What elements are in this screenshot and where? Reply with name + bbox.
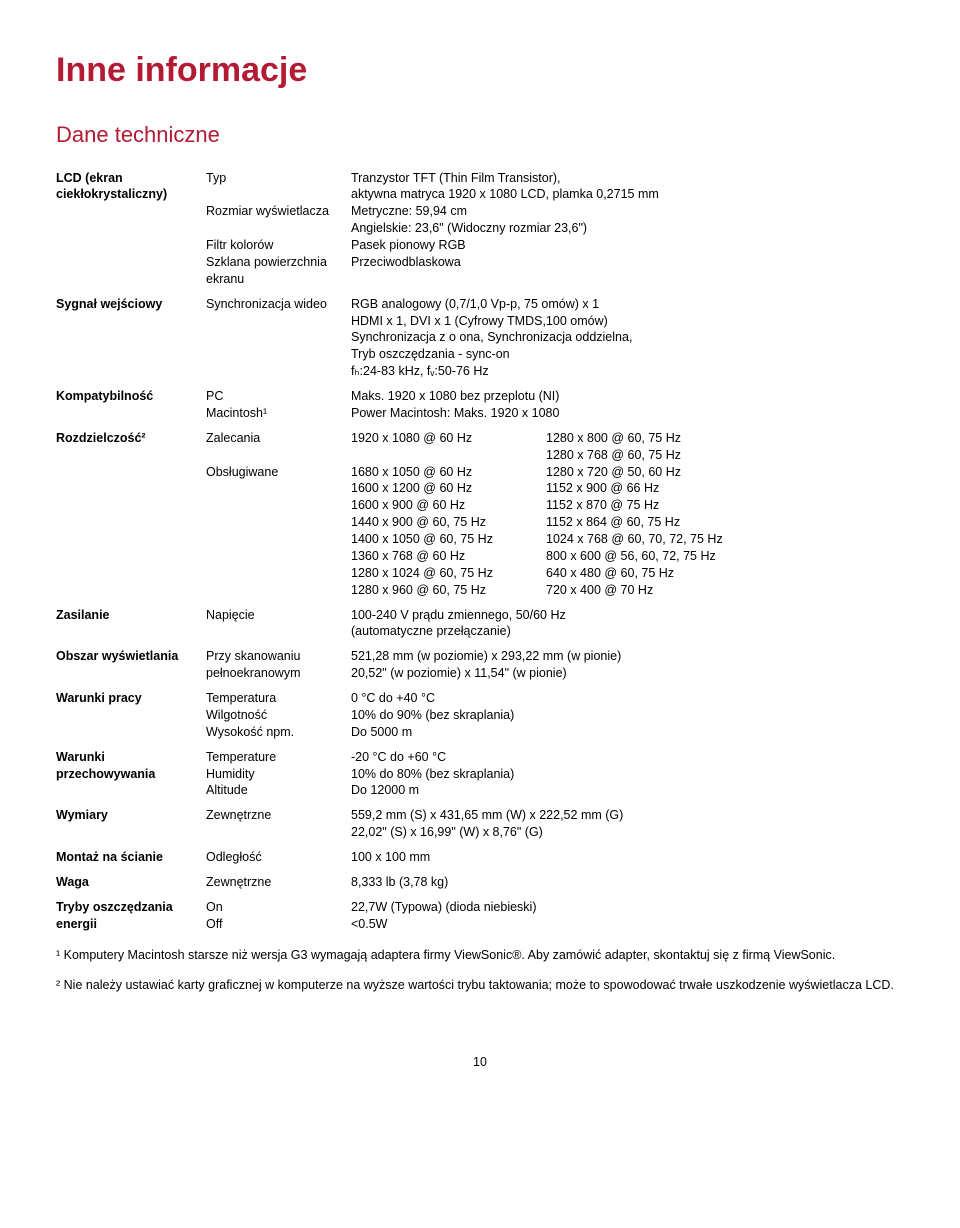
spec-row: Warunki pracyTemperatura0 °C do +40 °CWi… [56,690,904,741]
resolution-value [351,447,546,464]
resolution-value: 720 x 400 @ 70 Hz [546,582,904,599]
page-number: 10 [56,1054,904,1071]
resolution-value: 1024 x 768 @ 60, 70, 72, 75 Hz [546,531,904,548]
spec-key: PC [206,388,351,405]
spec-key: Rozmiar wyświetlacza [206,203,351,220]
spec-value: 22,7W (Typowa) (dioda niebieski) [351,899,904,916]
spec-row: LCD (ekran ciekłokrystaliczny)TypTranzys… [56,170,904,288]
spec-row: WymiaryZewnętrzne559,2 mm (S) x 431,65 m… [56,807,904,841]
spec-key: Zewnętrzne [206,874,351,891]
spec-category: Tryby oszczędzania energii [56,899,206,933]
resolution-value: 1280 x 960 @ 60, 75 Hz [351,582,546,599]
resolution-value: 1400 x 1050 @ 60, 75 Hz [351,531,546,548]
spec-value: -20 °C do +60 °C [351,749,904,766]
spec-category: LCD (ekran ciekłokrystaliczny) [56,170,206,204]
resolution-value: 1152 x 870 @ 75 Hz [546,497,904,514]
footnote-1: ¹ Komputery Macintosh starsze niż wersja… [56,947,904,964]
spec-key: Synchronizacja wideo [206,296,351,313]
spec-key: Napięcie [206,607,351,624]
resolution-value: 1280 x 768 @ 60, 75 Hz [546,447,904,464]
spec-value: 100 x 100 mm [351,849,904,866]
spec-value: Tranzystor TFT (Thin Film Transistor), a… [351,170,904,204]
spec-value: 100-240 V prądu zmiennego, 50/60 Hz (aut… [351,607,904,641]
spec-value: Metryczne: 59,94 cm Angielskie: 23,6" (W… [351,203,904,237]
spec-value: 521,28 mm (w poziomie) x 293,22 mm (w pi… [351,648,904,682]
spec-category: Sygnał wejściowy [56,296,206,313]
resolution-value: 1152 x 864 @ 60, 75 Hz [546,514,904,531]
resolution-value: 1920 x 1080 @ 60 Hz [351,430,546,447]
spec-value: Do 5000 m [351,724,904,741]
resolution-value: 1680 x 1050 @ 60 Hz [351,464,546,481]
spec-row: WagaZewnętrzne8,333 lb (3,78 kg) [56,874,904,891]
spec-category: Zasilanie [56,607,206,624]
spec-row: Sygnał wejściowySynchronizacja wideoRGB … [56,296,904,380]
spec-row: Tryby oszczędzania energiiOn22,7W (Typow… [56,899,904,933]
resolution-value: 800 x 600 @ 56, 60, 72, 75 Hz [546,548,904,565]
spec-category: Waga [56,874,206,891]
spec-value: RGB analogowy (0,7/1,0 Vp-p, 75 omów) x … [351,296,904,380]
resolution-value: 1280 x 720 @ 50, 60 Hz [546,464,904,481]
spec-value: Power Macintosh: Maks. 1920 x 1080 [351,405,904,422]
spec-value: 8,333 lb (3,78 kg) [351,874,904,891]
spec-key: Obsługiwane [206,464,351,481]
spec-category: Montaż na ścianie [56,849,206,866]
spec-category: Wymiary [56,807,206,824]
resolution-value: 1152 x 900 @ 66 Hz [546,480,904,497]
spec-key: Macintosh¹ [206,405,351,422]
resolution-value: 1280 x 1024 @ 60, 75 Hz [351,565,546,582]
spec-key: Filtr kolorów [206,237,351,254]
spec-value: 10% do 90% (bez skraplania) [351,707,904,724]
spec-key: Szklana powierzchnia ekranu [206,254,351,288]
spec-category: Rozdzielczość² [56,430,206,447]
spec-key: Altitude [206,782,351,799]
spec-value: 10% do 80% (bez skraplania) [351,766,904,783]
resolution-value: 1360 x 768 @ 60 Hz [351,548,546,565]
spec-row: Montaż na ścianieOdległość100 x 100 mm [56,849,904,866]
spec-table: LCD (ekran ciekłokrystaliczny)TypTranzys… [56,170,904,933]
spec-value: Przeciwodblaskowa [351,254,904,271]
spec-key: Temperatura [206,690,351,707]
spec-row: Obszar wyświetlaniaPrzy skanowaniu pełno… [56,648,904,682]
spec-value: <0.5W [351,916,904,933]
spec-key: On [206,899,351,916]
spec-value: Do 12000 m [351,782,904,799]
section-title: Dane techniczne [56,120,904,150]
spec-value: Maks. 1920 x 1080 bez przeplotu (NI) [351,388,904,405]
resolution-value: 640 x 480 @ 60, 75 Hz [546,565,904,582]
footnote-2: ² Nie należy ustawiać karty graficznej w… [56,977,904,994]
spec-key: Wysokość npm. [206,724,351,741]
resolution-value: 1280 x 800 @ 60, 75 Hz [546,430,904,447]
spec-category: Warunki przechowywania [56,749,206,783]
spec-key: Zewnętrzne [206,807,351,824]
spec-key: Typ [206,170,351,187]
spec-row: KompatybilnośćPCMaks. 1920 x 1080 bez pr… [56,388,904,422]
spec-category: Kompatybilność [56,388,206,405]
spec-key: Przy skanowaniu pełnoekranowym [206,648,351,682]
spec-row: ZasilanieNapięcie100-240 V prądu zmienne… [56,607,904,641]
spec-category: Warunki pracy [56,690,206,707]
page-title: Inne informacje [56,48,904,94]
spec-key: Off [206,916,351,933]
spec-key: Temperature [206,749,351,766]
spec-category: Obszar wyświetlania [56,648,206,665]
resolution-value: 1600 x 1200 @ 60 Hz [351,480,546,497]
spec-row: Warunki przechowywaniaTemperature-20 °C … [56,749,904,800]
spec-key: Zalecania [206,430,351,447]
spec-key: Humidity [206,766,351,783]
spec-value: Pasek pionowy RGB [351,237,904,254]
spec-value: 559,2 mm (S) x 431,65 mm (W) x 222,52 mm… [351,807,904,841]
spec-key: Wilgotność [206,707,351,724]
spec-row: Rozdzielczość²Zalecania1920 x 1080 @ 60 … [56,430,904,599]
spec-value: 0 °C do +40 °C [351,690,904,707]
spec-key: Odległość [206,849,351,866]
resolution-value: 1440 x 900 @ 60, 75 Hz [351,514,546,531]
resolution-value: 1600 x 900 @ 60 Hz [351,497,546,514]
